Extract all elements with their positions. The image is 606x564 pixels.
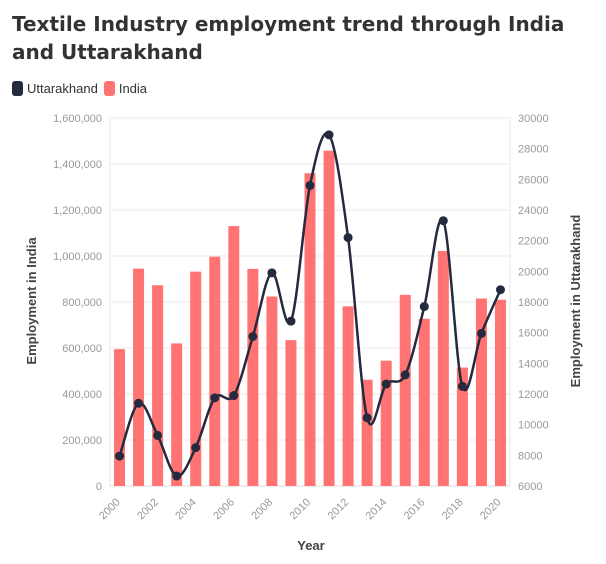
x-axis-title: Year: [297, 538, 324, 553]
point-uttarakhand-2010[interactable]: [305, 180, 315, 190]
bar-india-2016[interactable]: [418, 318, 430, 486]
y-tick-label: 1,200,000: [53, 205, 102, 217]
bar-india-2008[interactable]: [266, 296, 278, 486]
bar-india-2010[interactable]: [304, 173, 316, 486]
point-uttarakhand-2018[interactable]: [457, 381, 467, 391]
legend-swatch-uttarakhand: [12, 81, 23, 96]
point-uttarakhand-2007[interactable]: [248, 332, 258, 341]
point-uttarakhand-2009[interactable]: [286, 316, 296, 326]
point-uttarakhand-2003[interactable]: [172, 471, 182, 481]
point-uttarakhand-2004[interactable]: [191, 443, 201, 453]
y-tick-label: 200,000: [62, 435, 102, 447]
y2-tick-label: 30000: [518, 113, 549, 125]
y2-tick-label: 20000: [518, 266, 549, 278]
x-tick-label: 2020: [478, 496, 504, 522]
point-uttarakhand-2000[interactable]: [115, 451, 125, 461]
point-uttarakhand-2014[interactable]: [381, 379, 391, 389]
point-uttarakhand-2008[interactable]: [267, 268, 277, 278]
point-uttarakhand-2012[interactable]: [343, 233, 353, 243]
x-tick-label: 2008: [249, 496, 275, 522]
point-uttarakhand-2016[interactable]: [419, 302, 429, 312]
bar-india-2004[interactable]: [190, 271, 202, 486]
points-uttarakhand: [115, 130, 505, 481]
y-tick-label: 0: [96, 481, 102, 493]
y-axis-left-ticks: 0 200,000 400,000 600,000 800,000 1,000,000 1,…: [53, 113, 102, 493]
bar-india-2017[interactable]: [437, 250, 449, 486]
bar-india-2001[interactable]: [133, 268, 145, 486]
x-tick-label: 2002: [135, 496, 161, 522]
y2-tick-label: 16000: [518, 328, 549, 340]
bar-india-2013[interactable]: [361, 379, 373, 486]
bar-india-2020[interactable]: [494, 299, 506, 486]
y-tick-label: 600,000: [62, 343, 102, 355]
bars-india: [114, 150, 506, 486]
bar-india-2011[interactable]: [323, 150, 335, 486]
y-tick-label: 1,400,000: [53, 159, 102, 171]
y-axis-left-title: Employment in India: [24, 237, 39, 365]
x-tick-label: 2006: [211, 496, 237, 522]
y2-tick-label: 10000: [518, 420, 549, 432]
bar-india-2005[interactable]: [209, 256, 221, 486]
point-uttarakhand-2015[interactable]: [400, 370, 410, 380]
point-uttarakhand-2001[interactable]: [134, 398, 144, 408]
y2-tick-label: 8000: [518, 450, 542, 462]
bar-india-2014[interactable]: [380, 360, 392, 486]
point-uttarakhand-2002[interactable]: [153, 430, 163, 440]
point-uttarakhand-2013[interactable]: [362, 413, 372, 423]
point-uttarakhand-2011[interactable]: [324, 130, 334, 140]
legend-label-india: India: [118, 81, 148, 96]
chart-title: Textile Industry employment trend throug…: [12, 12, 565, 64]
bar-india-2006[interactable]: [228, 226, 240, 486]
y-tick-label: 1,600,000: [53, 113, 102, 125]
point-uttarakhand-2019[interactable]: [476, 328, 486, 338]
x-tick-label: 2018: [440, 496, 466, 522]
x-tick-label: 2014: [364, 496, 390, 522]
y-tick-label: 1,000,000: [53, 251, 102, 263]
x-axis-ticks: 2000 2002 2004 2006 2008 2010 2012 2014 2016 2018…: [97, 496, 504, 522]
y2-tick-label: 12000: [518, 389, 549, 401]
legend-item-uttarakhand[interactable]: Uttarakhand: [12, 81, 98, 96]
y2-tick-label: 24000: [518, 205, 549, 217]
legend-swatch-india: [103, 81, 115, 96]
point-uttarakhand-2020[interactable]: [495, 285, 505, 295]
point-uttarakhand-2005[interactable]: [210, 393, 220, 403]
point-uttarakhand-2006[interactable]: [229, 391, 239, 401]
y-tick-label: 800,000: [62, 297, 102, 309]
x-tick-label: 2012: [326, 496, 352, 522]
y-axis-right-title: Employment in Uttarakhand: [568, 215, 583, 388]
bar-india-2009[interactable]: [285, 340, 297, 486]
bar-india-2002[interactable]: [152, 285, 164, 486]
bar-india-2012[interactable]: [342, 306, 354, 486]
x-tick-label: 2000: [97, 496, 123, 522]
x-tick-label: 2004: [173, 496, 199, 522]
bar-india-2015[interactable]: [399, 294, 411, 486]
bar-india-2018[interactable]: [456, 367, 468, 486]
legend-item-india[interactable]: India: [103, 81, 148, 96]
legend-label-uttarakhand: Uttarakhand: [27, 81, 98, 96]
bar-india-2000[interactable]: [114, 349, 126, 486]
legend: Uttarakhand India: [12, 81, 153, 96]
y2-tick-label: 22000: [518, 236, 549, 248]
y2-tick-label: 28000: [518, 144, 549, 156]
x-tick-label: 2010: [287, 496, 313, 522]
y2-tick-label: 6000: [518, 481, 542, 493]
bar-india-2003[interactable]: [171, 343, 183, 486]
bar-india-2007[interactable]: [247, 268, 259, 486]
point-uttarakhand-2017[interactable]: [438, 216, 448, 226]
x-tick-label: 2016: [402, 496, 428, 522]
y2-tick-label: 14000: [518, 358, 549, 370]
y2-tick-label: 26000: [518, 174, 549, 186]
bar-india-2019[interactable]: [475, 298, 487, 486]
y-tick-label: 400,000: [62, 389, 102, 401]
y2-tick-label: 18000: [518, 297, 549, 309]
y-axis-right-ticks: 6000 8000 10000 12000 14000 16000 18000 20000 22…: [518, 113, 549, 493]
